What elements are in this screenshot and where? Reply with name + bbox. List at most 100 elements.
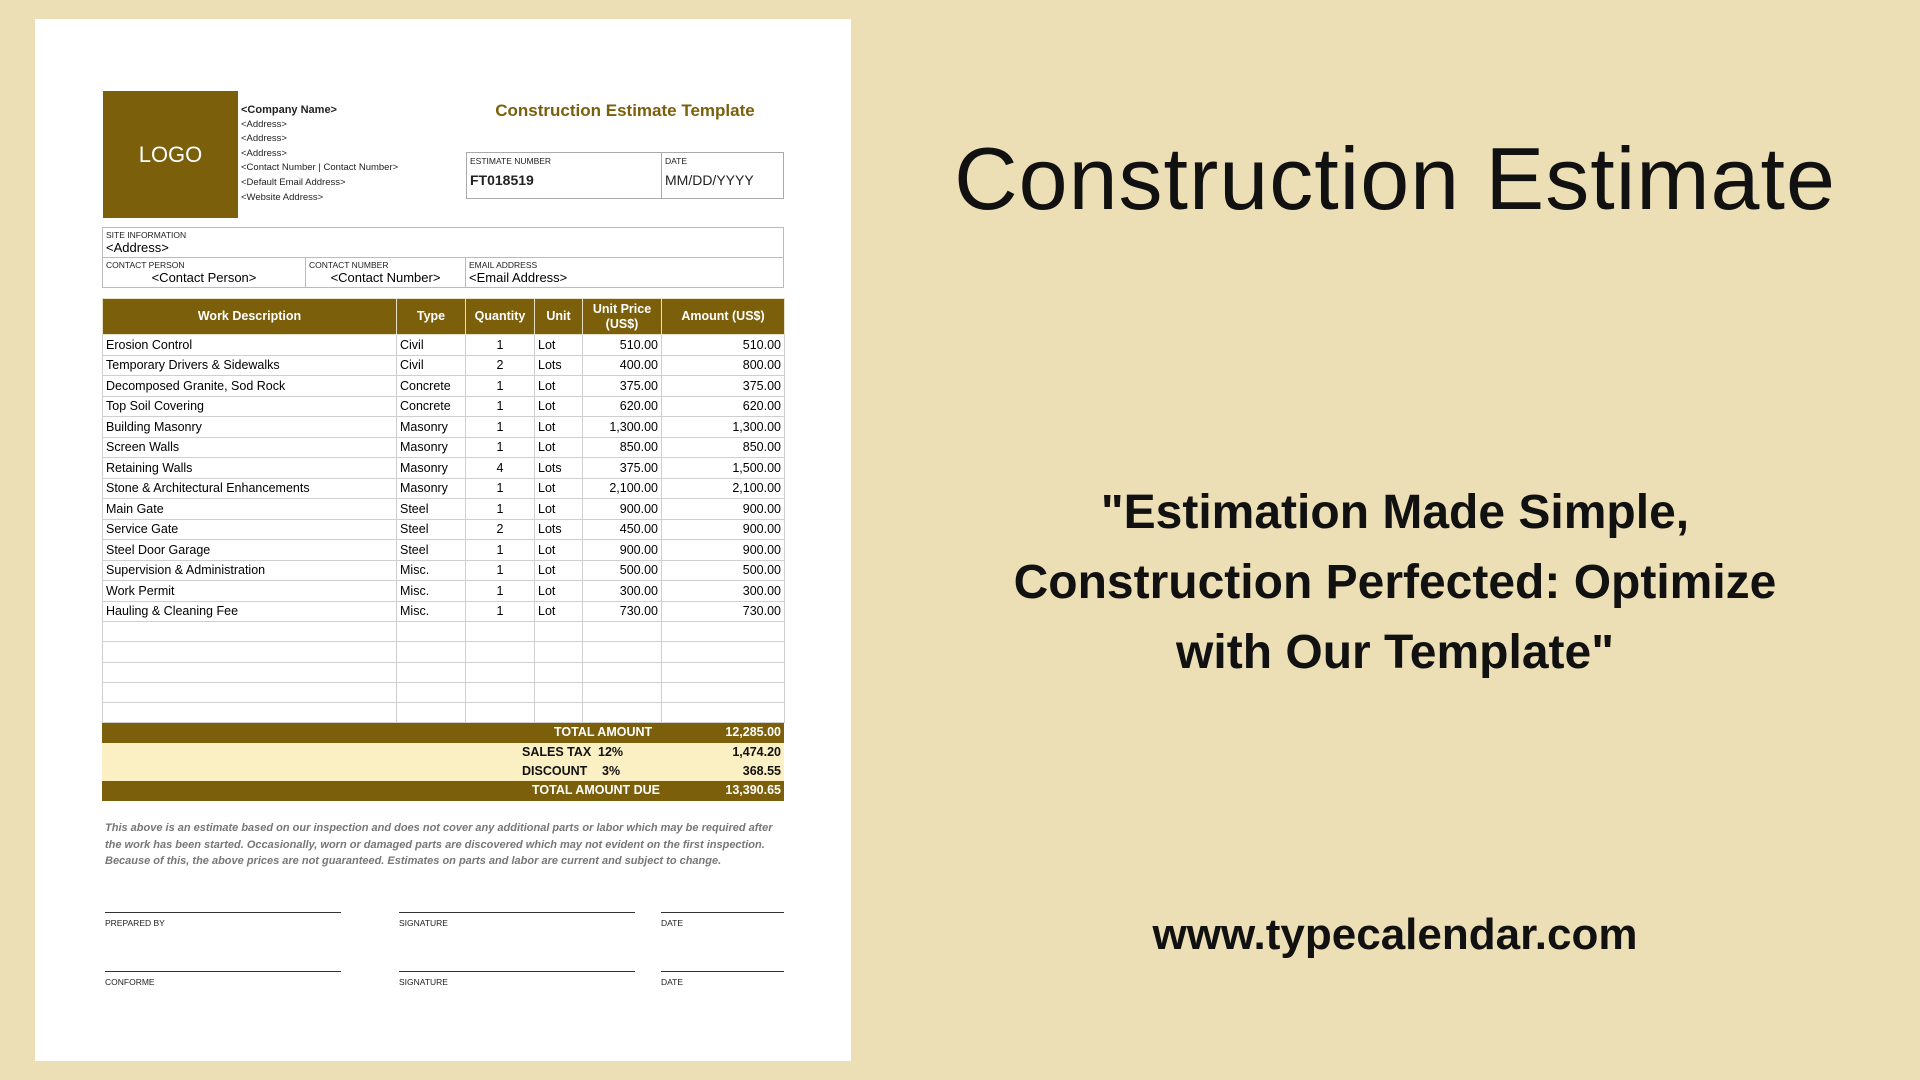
table-cell: 4 <box>465 457 535 479</box>
table-cell: Concrete <box>396 395 466 417</box>
table-cell: 300.00 <box>582 580 662 602</box>
table-cell: 375.00 <box>582 375 662 397</box>
estimate-number: FT018519 <box>470 172 534 188</box>
table-cell: Lot <box>534 395 583 417</box>
total-value: 12,285.00 <box>725 725 781 739</box>
empty-cell <box>102 702 397 724</box>
table-row: Main Gate Steel 1 Lot 900.00 900.00 <box>102 498 785 520</box>
total-due-value: 13,390.65 <box>725 783 781 797</box>
table-cell: 1 <box>465 416 535 438</box>
column-header: Unit Price (US$) <box>582 298 662 335</box>
date-line: DATE <box>661 912 784 928</box>
contact-person-label: CONTACT PERSON <box>106 260 185 270</box>
conforme-line: CONFORME <box>105 971 341 987</box>
empty-cell <box>661 641 785 663</box>
empty-cell <box>102 661 397 683</box>
company-contact: <Contact Number | Contact Number> <box>241 162 399 174</box>
table-cell: 2 <box>465 354 535 376</box>
table-cell: Lot <box>534 375 583 397</box>
date-line: DATE <box>661 971 784 987</box>
table-cell: Hauling & Cleaning Fee <box>102 600 397 622</box>
empty-cell <box>582 661 662 683</box>
table-cell: Misc. <box>396 600 466 622</box>
table-cell: 1 <box>465 539 535 561</box>
table-cell: 1 <box>465 498 535 520</box>
table-row: Screen Walls Masonry 1 Lot 850.00 850.00 <box>102 436 785 458</box>
website-url: www.typecalendar.com <box>1152 910 1638 959</box>
table-row: Retaining Walls Masonry 4 Lots 375.00 1,500.0… <box>102 457 785 479</box>
empty-cell <box>465 620 535 643</box>
table-cell: 510.00 <box>661 334 785 356</box>
table-cell: 900.00 <box>582 498 662 520</box>
discount-value: 368.55 <box>742 764 781 778</box>
table-cell: Erosion Control <box>102 334 397 356</box>
table-cell: 730.00 <box>661 600 785 622</box>
contact-number-label: CONTACT NUMBER <box>309 260 389 270</box>
empty-cell <box>582 702 662 724</box>
empty-cell <box>534 620 583 643</box>
table-cell: 510.00 <box>582 334 662 356</box>
table-cell: 1 <box>465 580 535 602</box>
empty-cell <box>465 641 535 663</box>
table-cell: Lot <box>534 580 583 602</box>
estimate-box: ESTIMATE NUMBER FT018519 DATE MM/DD/YYYY <box>466 152 784 199</box>
email-address: <Email Address> <box>469 270 568 285</box>
company-email: <Default Email Address> <box>241 176 346 188</box>
table-cell: Lots <box>534 518 583 540</box>
company-website: <Website Address> <box>241 191 324 203</box>
company-address: <Address> <box>241 133 287 145</box>
table-cell: 900.00 <box>582 539 662 561</box>
empty-row <box>102 702 785 724</box>
total-due-label: TOTAL AMOUNT DUE <box>532 783 661 797</box>
empty-row <box>102 681 785 704</box>
discount-label: DISCOUNT <box>522 764 588 778</box>
table-cell: Lot <box>534 600 583 622</box>
table-cell: 900.00 <box>661 539 785 561</box>
total-due-row: TOTAL AMOUNT DUE 13,390.65 <box>102 781 784 801</box>
table-cell: Lot <box>534 559 583 581</box>
table-cell: Lot <box>534 416 583 438</box>
empty-cell <box>582 681 662 704</box>
column-header: Type <box>396 298 466 335</box>
tagline-quote: "Estimation Made Simple, Construction Pe… <box>1013 486 1777 679</box>
table-cell: Masonry <box>396 457 466 479</box>
table-row: Erosion Control Civil 1 Lot 510.00 510.00 <box>102 334 785 356</box>
table-cell: 500.00 <box>582 559 662 581</box>
empty-cell <box>102 641 397 663</box>
table-cell: Lot <box>534 436 583 458</box>
table-cell: Civil <box>396 354 466 376</box>
total-amount-row: TOTAL AMOUNT 12,285.00 <box>102 723 784 743</box>
empty-row <box>102 641 785 663</box>
disclaimer-note: This above is an estimate based on our i… <box>105 822 773 867</box>
table-row: Decomposed Granite, Sod Rock Concrete 1 Lot… <box>102 375 785 397</box>
table-cell: 900.00 <box>661 498 785 520</box>
table-cell: 450.00 <box>582 518 662 540</box>
signature-line: SIGNATURE <box>399 971 635 987</box>
site-label: SITE INFORMATION <box>106 230 187 240</box>
table-cell: Masonry <box>396 477 466 499</box>
table-cell: Misc. <box>396 580 466 602</box>
table-cell: Retaining Walls <box>102 457 397 479</box>
contact-number: <Contact Number> <box>330 270 441 285</box>
table-cell: 1 <box>465 334 535 356</box>
table-cell: Concrete <box>396 375 466 397</box>
empty-cell <box>396 702 466 724</box>
logo-placeholder: LOGO <box>103 91 238 218</box>
email-label: EMAIL ADDRESS <box>469 260 538 270</box>
empty-cell <box>465 702 535 724</box>
table-cell: Steel <box>396 498 466 520</box>
empty-cell <box>102 681 397 704</box>
table-cell: Screen Walls <box>102 436 397 458</box>
empty-row <box>102 661 785 683</box>
site-address: <Address> <box>106 240 169 255</box>
empty-cell <box>465 681 535 704</box>
table-cell: 620.00 <box>582 395 662 417</box>
empty-cell <box>396 641 466 663</box>
table-cell: 1 <box>465 477 535 499</box>
column-header: Unit <box>534 298 583 335</box>
table-cell: 1 <box>465 559 535 581</box>
empty-cell <box>534 681 583 704</box>
table-row: Service Gate Steel 2 Lots 450.00 900.00 <box>102 518 785 540</box>
document-title: Construction Estimate Template <box>495 101 755 120</box>
table-cell: Masonry <box>396 416 466 438</box>
